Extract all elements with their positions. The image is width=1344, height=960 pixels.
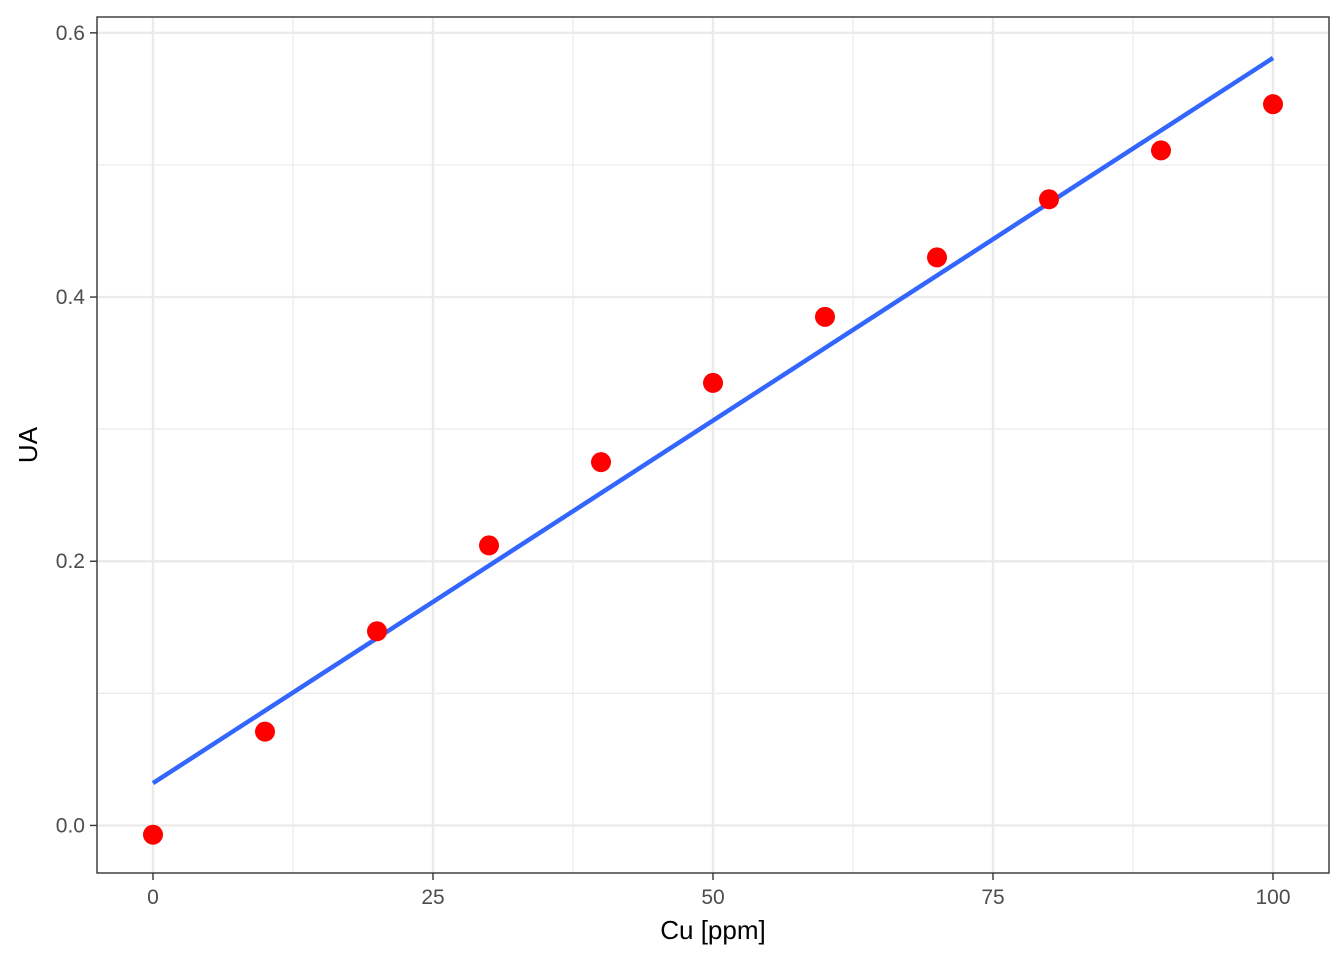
gridlines	[97, 17, 1329, 873]
y-axis: 0.0 0.2 0.4 0.6	[56, 22, 97, 837]
x-tick-label: 25	[421, 886, 444, 909]
data-point	[479, 535, 499, 556]
data-point	[815, 306, 835, 327]
data-point	[255, 721, 275, 742]
regression-line	[151, 56, 1275, 786]
data-point	[143, 824, 163, 845]
y-tick-label: 0.4	[56, 286, 86, 309]
data-point	[927, 247, 947, 268]
data-point	[1039, 189, 1059, 210]
x-axis: 0 25 50 75 100	[147, 873, 1291, 909]
y-tick-label: 0.6	[56, 22, 85, 45]
x-tick-label: 100	[1255, 886, 1290, 909]
data-point	[591, 452, 611, 473]
data-point	[367, 621, 387, 642]
x-tick-label: 75	[981, 886, 1004, 909]
x-tick-label: 0	[147, 886, 159, 909]
data-point	[1263, 94, 1283, 115]
x-tick-label: 50	[701, 886, 724, 909]
regression-line-layer	[151, 56, 1275, 786]
data-point	[703, 372, 723, 393]
data-points	[143, 94, 1283, 845]
y-axis-title: UA	[13, 426, 43, 463]
x-axis-title: Cu [ppm]	[660, 915, 766, 945]
y-tick-label: 0.0	[56, 814, 85, 837]
data-point	[1151, 140, 1171, 161]
y-tick-label: 0.2	[56, 550, 85, 573]
